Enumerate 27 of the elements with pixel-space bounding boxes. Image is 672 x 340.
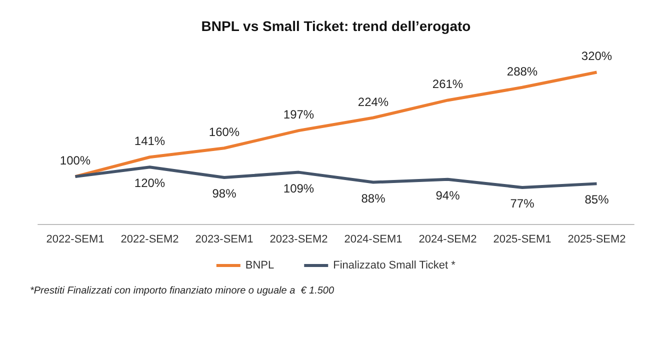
data-label: 85%	[584, 192, 610, 207]
data-label: 320%	[581, 49, 612, 64]
x-tick-label: 2025-SEM1	[493, 234, 552, 246]
data-label: 160%	[208, 125, 240, 140]
legend-label: Finalizzato Small Ticket *	[333, 260, 456, 272]
data-label: 77%	[510, 196, 535, 210]
data-label: 94%	[436, 188, 460, 202]
x-tick-label: 2022-SEM1	[46, 234, 104, 246]
x-tick-label: 2025-SEM2	[568, 234, 626, 246]
data-label: 197%	[283, 108, 314, 122]
x-tick-label: 2023-SEM1	[195, 234, 254, 246]
data-label: 224%	[358, 94, 389, 109]
chart-title: BNPL vs Small Ticket: trend dell’erogato	[201, 18, 471, 34]
data-label: 98%	[212, 186, 237, 201]
data-label: 141%	[134, 134, 166, 148]
data-label: 88%	[361, 191, 386, 206]
data-label: 120%	[134, 176, 166, 190]
data-label: 109%	[283, 181, 314, 196]
x-tick-label: 2024-SEM1	[344, 234, 402, 246]
legend-label: BNPL	[245, 260, 274, 272]
text: *Prestiti Finalizzati con importo finanziato minore o uguale a € 1.500	[30, 286, 334, 296]
x-tick-label: 2023-SEM2	[270, 234, 328, 246]
data-label: 100%	[60, 154, 91, 168]
data-label: 288%	[506, 64, 538, 78]
x-tick-label: 2024-SEM2	[418, 234, 477, 246]
x-tick-label: 2022-SEM2	[120, 234, 179, 246]
data-label: 261%	[432, 77, 464, 92]
